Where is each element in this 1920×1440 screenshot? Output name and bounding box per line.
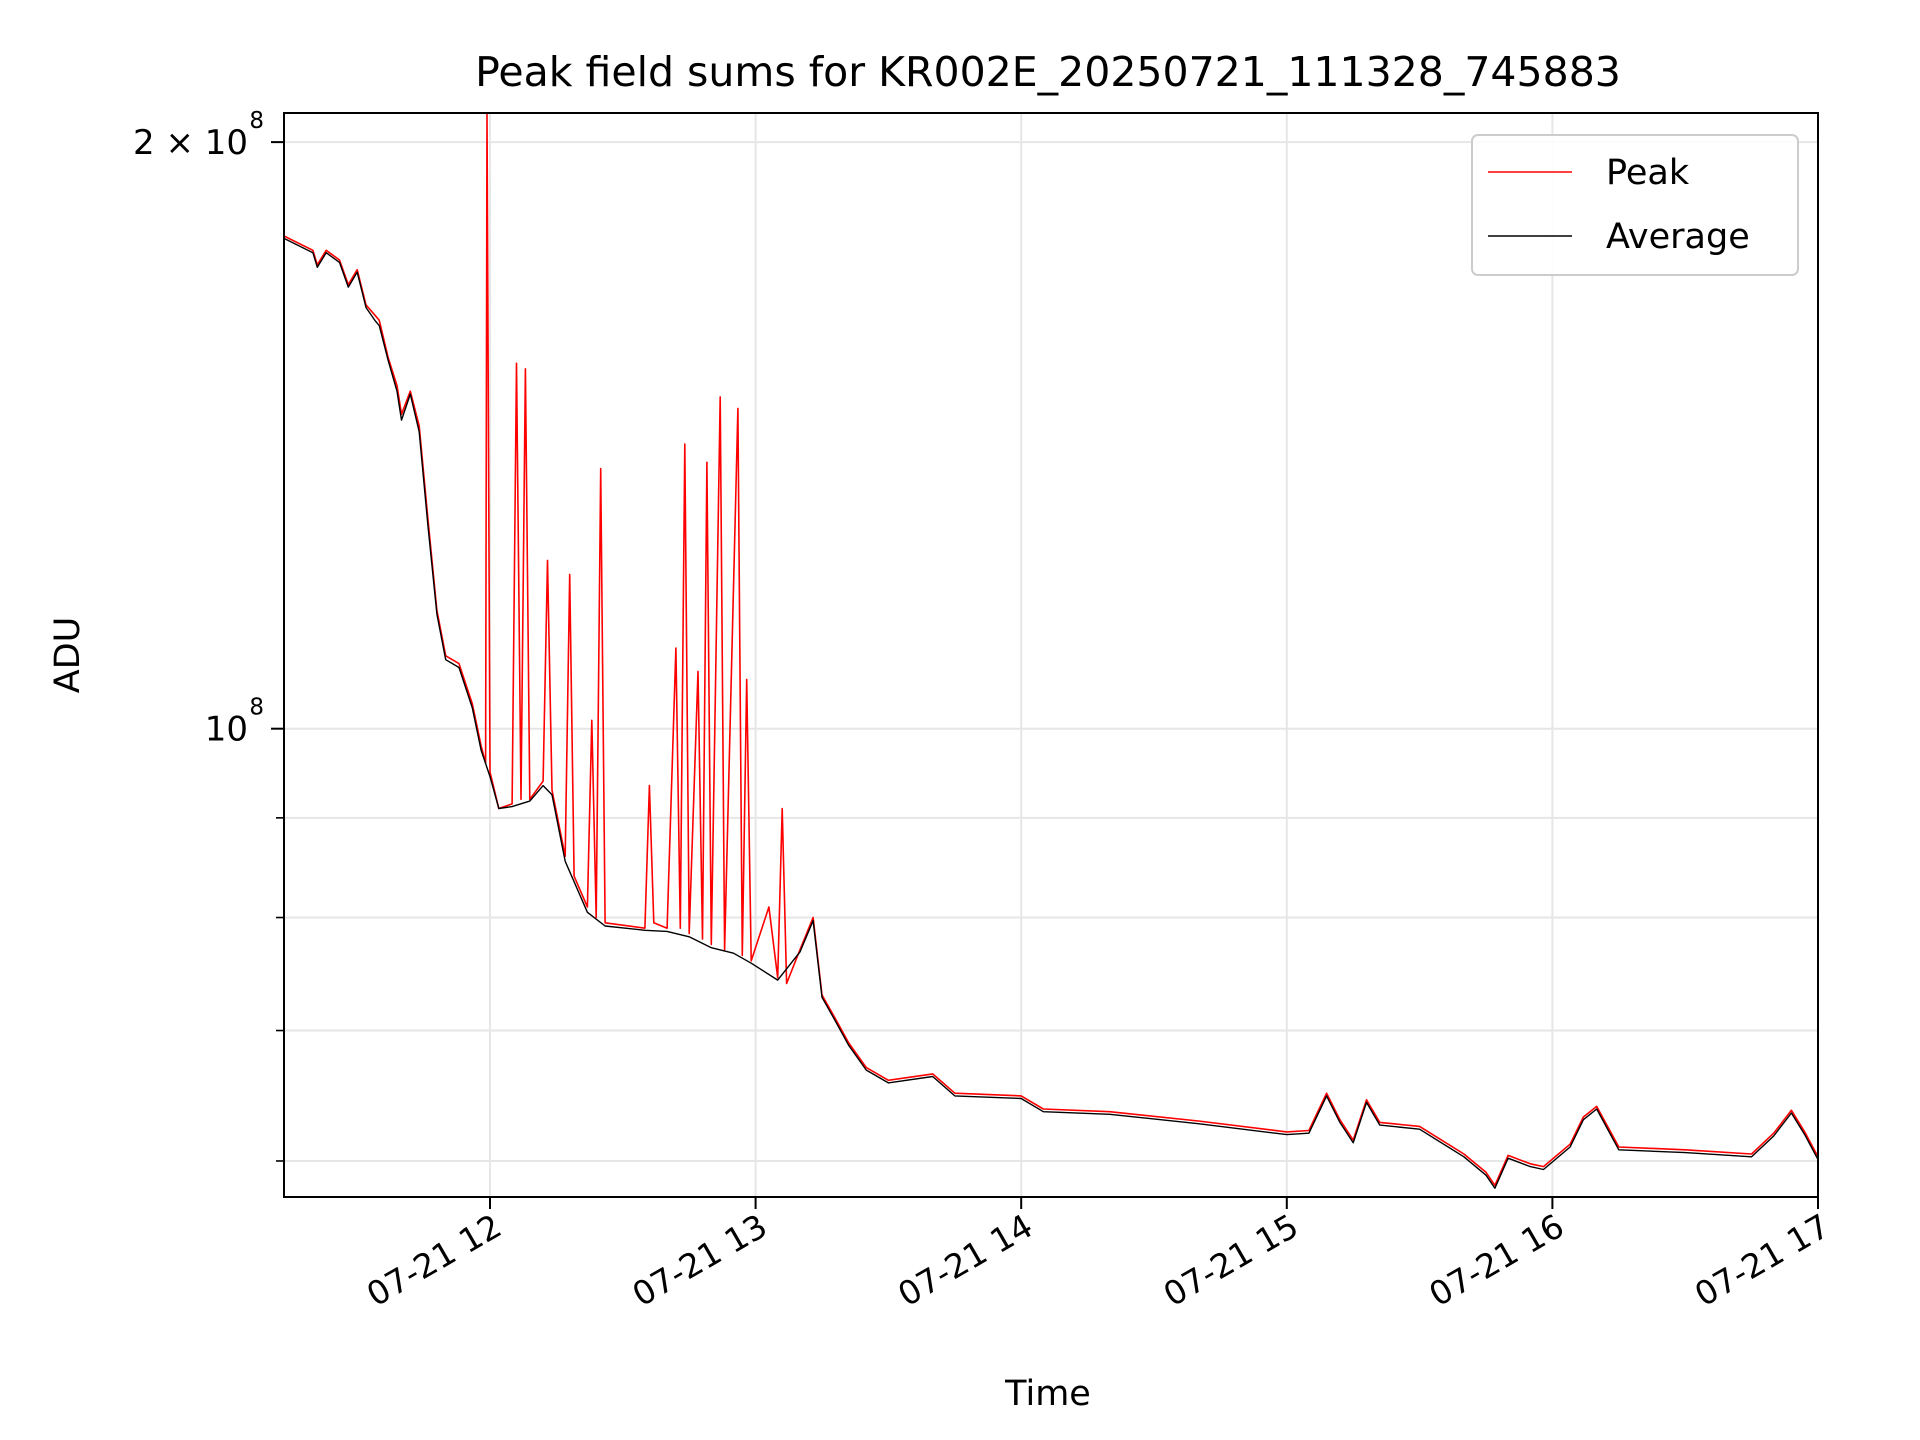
series-layer: [283, 112, 1819, 1189]
y-tick-label: 82 × 10: [133, 108, 264, 163]
y-axis-label: ADU: [48, 617, 88, 694]
y-tick-exponent: 8: [249, 695, 264, 721]
series-line-average: [283, 237, 1819, 1189]
legend-label-average: Average: [1606, 217, 1750, 257]
legend: Peak Average: [1471, 134, 1799, 276]
chart-title: Peak field sums for KR002E_20250721_1113…: [475, 48, 1621, 96]
y-tick-base: 10: [205, 710, 248, 750]
legend-label-peak: Peak: [1606, 153, 1690, 193]
y-tick-base: 2 × 10: [133, 123, 248, 163]
grid: [284, 113, 1819, 1197]
y-tick-label: 810: [205, 695, 264, 750]
plot-frame: [283, 112, 1819, 1198]
y-tick-exponent: 8: [249, 108, 264, 134]
series-line-peak: [283, 112, 1819, 1187]
legend-box: [1471, 134, 1799, 276]
x-axis-label: Time: [1004, 1374, 1091, 1414]
